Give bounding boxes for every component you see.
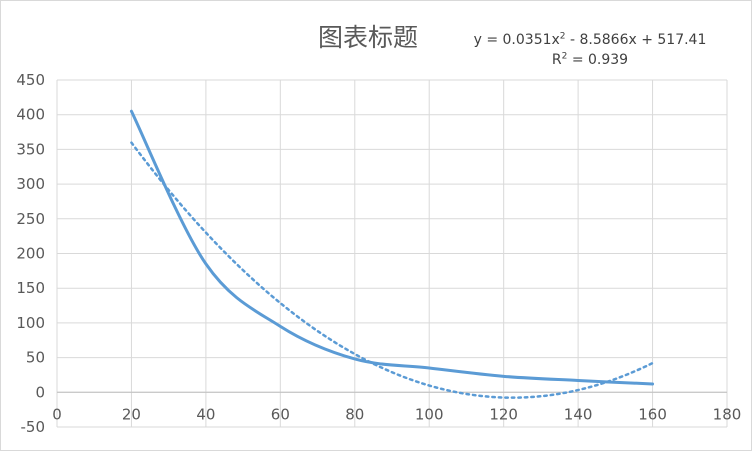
y-tick-label: 250 — [16, 210, 45, 228]
x-tick-label: 140 — [564, 405, 593, 423]
x-tick-label: 160 — [638, 405, 667, 423]
chart-title: 图表标题 — [318, 23, 419, 52]
x-tick-label: 60 — [271, 405, 290, 423]
y-tick-label: 50 — [26, 349, 45, 367]
y-tick-label: 300 — [16, 175, 45, 193]
trendline-equation: y = 0.0351x2 - 8.5866x + 517.41 — [473, 31, 707, 48]
y-tick-labels: -50 0 50 100 150 200 250 300 350 400 450 — [16, 71, 45, 436]
series-line — [129, 109, 655, 386]
x-tick-label: 180 — [713, 405, 742, 423]
y-tick-label: 400 — [16, 106, 45, 124]
x-tick-label: 0 — [52, 405, 62, 423]
x-tick-label: 100 — [415, 405, 444, 423]
y-tick-label: 200 — [16, 245, 45, 263]
trendline-r-squared: R2 = 0.939 — [551, 51, 629, 68]
trendline-equation-label: y = 0.0351x2 - 8.5866x + 517.41 R2 = 0.9… — [470, 30, 710, 70]
x-tick-label: 40 — [196, 405, 215, 423]
y-tick-label: 350 — [16, 140, 45, 158]
y-tick-label: 100 — [16, 314, 45, 332]
y-tick-label: -50 — [21, 418, 46, 436]
x-tick-label: 20 — [122, 405, 141, 423]
trendline — [130, 141, 654, 399]
y-tick-label: 150 — [16, 279, 45, 297]
x-tick-labels: 0 20 40 60 80 100 120 140 160 180 — [52, 405, 741, 423]
y-tick-label: 450 — [16, 71, 45, 89]
x-tick-label: 120 — [489, 405, 518, 423]
y-tick-label: 0 — [35, 383, 45, 401]
x-tick-label: 80 — [345, 405, 364, 423]
